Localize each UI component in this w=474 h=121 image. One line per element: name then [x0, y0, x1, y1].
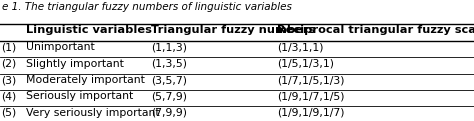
Text: (4): (4): [1, 91, 16, 101]
Text: (5,7,9): (5,7,9): [151, 91, 187, 101]
Text: (1,1,3): (1,1,3): [151, 42, 187, 52]
Text: (3): (3): [1, 75, 16, 85]
Text: (7,9,9): (7,9,9): [151, 108, 187, 118]
Text: Reciprocal triangular fuzzy scale: Reciprocal triangular fuzzy scale: [277, 25, 474, 35]
Text: (1,3,5): (1,3,5): [151, 59, 187, 69]
Text: Triangular fuzzy numbers: Triangular fuzzy numbers: [151, 25, 316, 35]
Text: (1/3,1,1): (1/3,1,1): [277, 42, 323, 52]
Text: Very seriously important: Very seriously important: [26, 108, 159, 118]
Text: Linguistic variables: Linguistic variables: [26, 25, 152, 35]
Text: (5): (5): [1, 108, 16, 118]
Text: (1/9,1/7,1/5): (1/9,1/7,1/5): [277, 91, 344, 101]
Text: (1/5,1/3,1): (1/5,1/3,1): [277, 59, 334, 69]
Text: (1): (1): [1, 42, 16, 52]
Text: Slightly important: Slightly important: [26, 59, 123, 69]
Text: (2): (2): [1, 59, 16, 69]
Text: Unimportant: Unimportant: [26, 42, 94, 52]
Text: (3,5,7): (3,5,7): [151, 75, 187, 85]
Text: (1/7,1/5,1/3): (1/7,1/5,1/3): [277, 75, 344, 85]
Text: Seriously important: Seriously important: [26, 91, 133, 101]
Text: e 1. The triangular fuzzy numbers of linguistic variables: e 1. The triangular fuzzy numbers of lin…: [2, 2, 292, 12]
Text: Moderately important: Moderately important: [26, 75, 145, 85]
Text: (1/9,1/9,1/7): (1/9,1/9,1/7): [277, 108, 344, 118]
